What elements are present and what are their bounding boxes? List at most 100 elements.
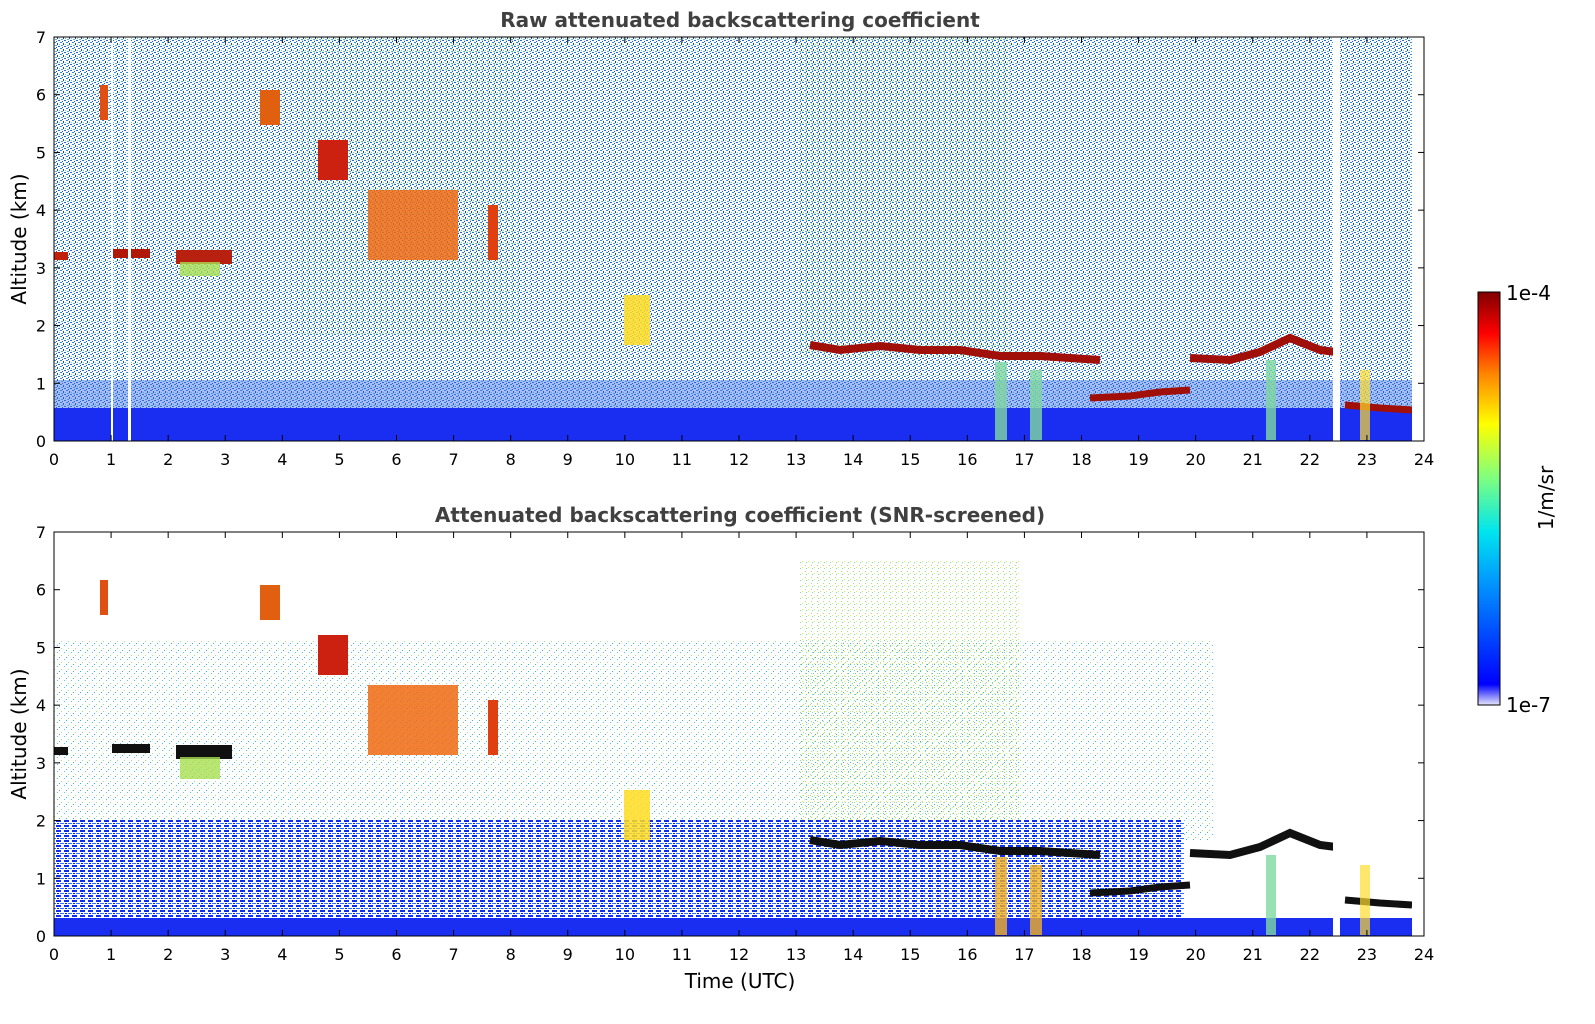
x-tick-label: 15 — [900, 945, 920, 964]
cirrus-cell — [368, 190, 458, 260]
precip-streak — [1266, 855, 1276, 935]
cloud-virga — [180, 262, 220, 276]
cirrus-cell — [368, 685, 458, 755]
screened-aerosol-region-2 — [800, 560, 1020, 820]
x-tick-label: 24 — [1414, 450, 1434, 469]
x-tick-label: 9 — [563, 450, 573, 469]
data-gap — [1333, 532, 1340, 936]
cirrus-cell — [100, 85, 108, 120]
raw-cloud-features — [54, 85, 1413, 440]
x-tick-label: 12 — [729, 450, 749, 469]
cirrus-cell — [318, 140, 348, 180]
colorbar-gradient — [1477, 291, 1501, 706]
colorbar-max-label: 1e-4 — [1506, 281, 1551, 305]
precip-streak — [1030, 865, 1042, 935]
x-tick-label: 24 — [1414, 945, 1434, 964]
low-cloud-layer — [1189, 333, 1337, 365]
y-tick-label: 7 — [36, 28, 46, 47]
cloud-virga — [180, 757, 220, 779]
y-tick-label: 3 — [36, 259, 46, 278]
raw-aerosol-region-2 — [300, 37, 520, 337]
y-tick-label: 5 — [36, 638, 46, 657]
y-tick-label: 4 — [36, 696, 46, 715]
x-tick-label: 3 — [220, 450, 230, 469]
cloud-cell — [624, 295, 650, 345]
cloud-layer — [112, 744, 150, 753]
data-gap — [1412, 37, 1424, 441]
cloud-layer — [176, 745, 232, 759]
cirrus-cell — [488, 700, 498, 755]
data-gap — [1412, 532, 1424, 936]
x-tick-label: 6 — [391, 945, 401, 964]
precip-streak — [1360, 370, 1370, 440]
y-tick-label: 3 — [36, 754, 46, 773]
x-tick-label: 4 — [277, 945, 287, 964]
x-axis-label: Time (UTC) — [684, 969, 796, 993]
screened-backscatter-panel: Attenuated backscattering coefficient (S… — [7, 503, 1434, 993]
x-tick-label: 18 — [1071, 450, 1091, 469]
raw-missing-data — [111, 37, 1424, 441]
cloud-cell — [624, 790, 650, 840]
x-tick-label: 10 — [615, 945, 635, 964]
x-tick-label: 22 — [1300, 945, 1320, 964]
screened-cloud-features — [54, 580, 1413, 935]
x-tick-label: 21 — [1243, 450, 1263, 469]
x-tick-label: 23 — [1357, 945, 1377, 964]
cloud-layer — [54, 747, 68, 755]
x-tick-label: 20 — [1185, 450, 1205, 469]
y-tick-label: 6 — [36, 581, 46, 600]
cirrus-cell — [488, 205, 498, 260]
low-cloud-layer — [1344, 896, 1413, 909]
x-tick-label: 11 — [672, 450, 692, 469]
x-tick-label: 22 — [1300, 450, 1320, 469]
colorbar: 1e-4 1e-7 1/m/sr — [1477, 281, 1558, 717]
x-tick-label: 8 — [506, 945, 516, 964]
x-tick-label: 7 — [448, 450, 458, 469]
x-tick-label: 2 — [163, 450, 173, 469]
x-tick-label: 11 — [672, 945, 692, 964]
y-tick-label: 2 — [36, 812, 46, 831]
y-axis-label-screened: Altitude (km) — [7, 668, 31, 799]
precip-streak — [995, 362, 1007, 440]
x-tick-label: 14 — [843, 945, 863, 964]
screened-missing-data — [1333, 532, 1424, 936]
x-tick-label: 9 — [563, 945, 573, 964]
y-tick-label: 0 — [36, 927, 46, 946]
x-tick-label: 7 — [448, 945, 458, 964]
raw-backscatter-panel: Raw attenuated backscattering coefficien… — [7, 8, 1434, 469]
precip-streak — [995, 857, 1007, 935]
cirrus-cell — [100, 580, 108, 615]
low-cloud-layer — [1089, 881, 1191, 897]
x-tick-label: 20 — [1185, 945, 1205, 964]
cloud-layer — [176, 250, 232, 264]
x-tick-label: 19 — [1128, 450, 1148, 469]
chart-title-raw: Raw attenuated backscattering coefficien… — [500, 8, 980, 32]
x-axis-raw: 0 1 2 3 4 5 6 7 8 9 10 11 12 13 14 15 16 17 18 19 20 21 22 23 24 — [49, 37, 1434, 469]
x-tick-label: 16 — [957, 945, 977, 964]
x-tick-label: 23 — [1357, 450, 1377, 469]
x-tick-label: 3 — [220, 945, 230, 964]
y-tick-label: 5 — [36, 143, 46, 162]
low-cloud-layer — [1344, 401, 1413, 414]
y-tick-label: 2 — [36, 317, 46, 336]
cirrus-cell — [260, 90, 280, 125]
y-tick-label: 1 — [36, 869, 46, 888]
screened-speckle-band — [54, 820, 1184, 920]
cirrus-cell — [260, 585, 280, 620]
precip-streak — [1266, 360, 1276, 440]
x-tick-label: 0 — [49, 945, 59, 964]
colorbar-min-label: 1e-7 — [1506, 693, 1551, 717]
y-axis-label-raw: Altitude (km) — [7, 173, 31, 304]
x-tick-label: 2 — [163, 945, 173, 964]
colorbar-unit-label: 1/m/sr — [1534, 465, 1558, 530]
data-gap — [111, 37, 113, 441]
x-tick-label: 6 — [391, 450, 401, 469]
x-tick-label: 8 — [506, 450, 516, 469]
data-gap — [128, 37, 131, 441]
raw-noise-field — [54, 37, 1424, 441]
low-cloud-layer — [809, 836, 1101, 859]
x-tick-label: 19 — [1128, 945, 1148, 964]
low-cloud-layer — [809, 341, 1101, 364]
raw-boundary-layer-fade — [54, 380, 1424, 410]
